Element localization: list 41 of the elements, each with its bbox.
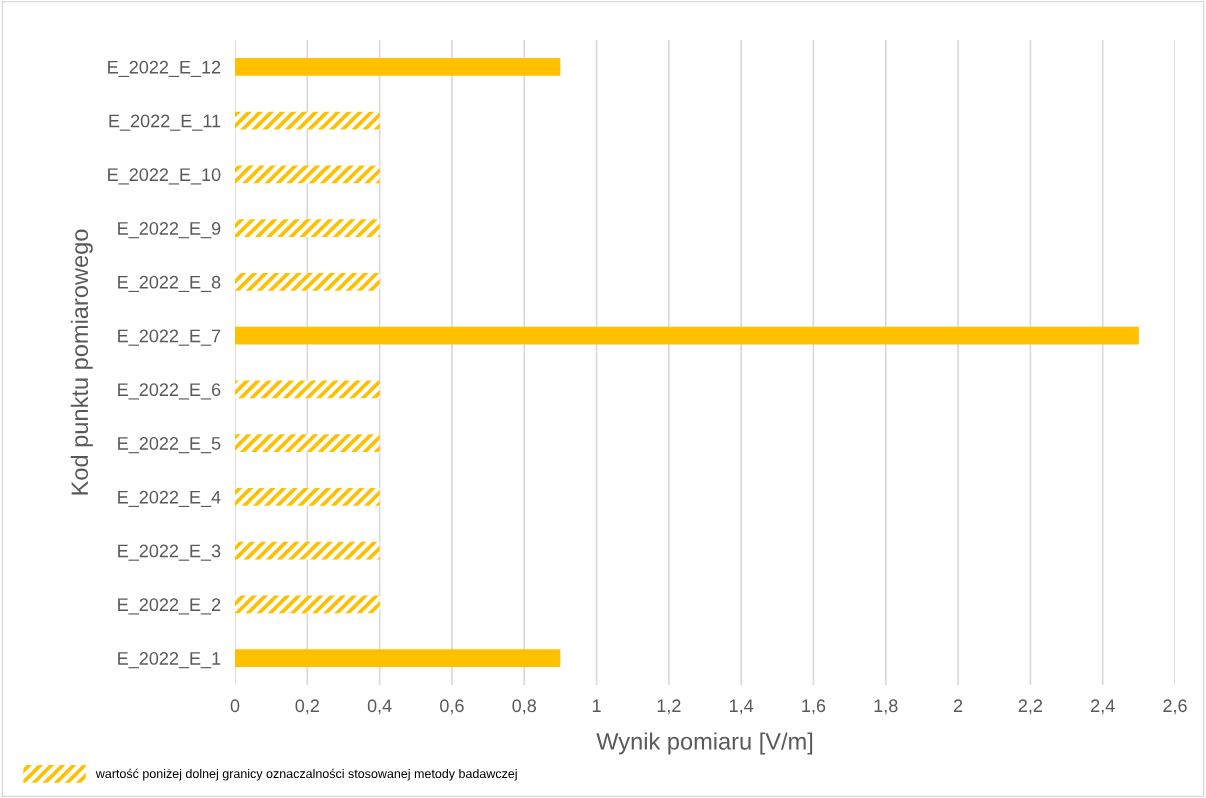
x-tick-label: 1,4 — [729, 699, 754, 715]
x-tick-label: 2,2 — [1018, 699, 1043, 715]
x-axis-title: Wynik pomiaru [V/m] — [596, 732, 813, 755]
x-tick-label: 0,2 — [295, 699, 319, 715]
bar — [235, 165, 380, 184]
x-tick-label: 0 — [230, 699, 240, 713]
y-tick-label: E_2022_E_4 — [118, 490, 221, 508]
y-tick-label: E_2022_E_9 — [118, 222, 221, 239]
bar — [235, 488, 380, 506]
x-tick-label: 2,6 — [1163, 699, 1187, 715]
y-tick-label: E_2022_E_6 — [118, 383, 221, 400]
bar — [235, 58, 561, 76]
bar — [235, 219, 380, 237]
x-tick-label: 1 — [592, 699, 601, 712]
x-tick-label: 2,4 — [1091, 699, 1115, 715]
bar — [235, 326, 1139, 345]
y-tick-label: E_2022_E_5 — [118, 437, 221, 454]
x-tick-label: 0,4 — [367, 699, 392, 715]
y-tick-label: E_2022_E_10 — [108, 168, 221, 185]
bar — [235, 434, 380, 452]
bar — [235, 649, 561, 667]
y-tick-label: E_2022_E_7 — [118, 329, 221, 346]
x-tick-label: 1,8 — [874, 699, 898, 715]
x-tick-label: 1,2 — [657, 699, 681, 715]
y-tick-label: E_2022_E_12 — [108, 60, 221, 78]
y-axis-title: Kod punktu pomiarowego — [70, 229, 93, 495]
x-tick-label: 0,6 — [440, 699, 464, 715]
bar — [235, 595, 380, 614]
x-tick-label: 1,6 — [802, 699, 826, 715]
y-tick-label: E_2022_E_3 — [118, 544, 221, 561]
bar — [235, 111, 380, 130]
y-tick-label: E_2022_E_2 — [118, 598, 221, 615]
y-tick-label: E_2022_E_11 — [109, 114, 221, 131]
x-tick-label: 0,8 — [512, 699, 536, 715]
legend-label: wartość poniżej dolnej granicy oznaczalności stosowanej metody badawczej — [95, 768, 517, 781]
bar — [235, 380, 380, 399]
bar — [235, 541, 380, 560]
y-tick-label: E_2022_E_8 — [118, 275, 221, 293]
x-tick-label: 2 — [953, 699, 963, 712]
y-tick-label: E_2022_E_1 — [118, 652, 221, 669]
bar — [235, 273, 380, 291]
